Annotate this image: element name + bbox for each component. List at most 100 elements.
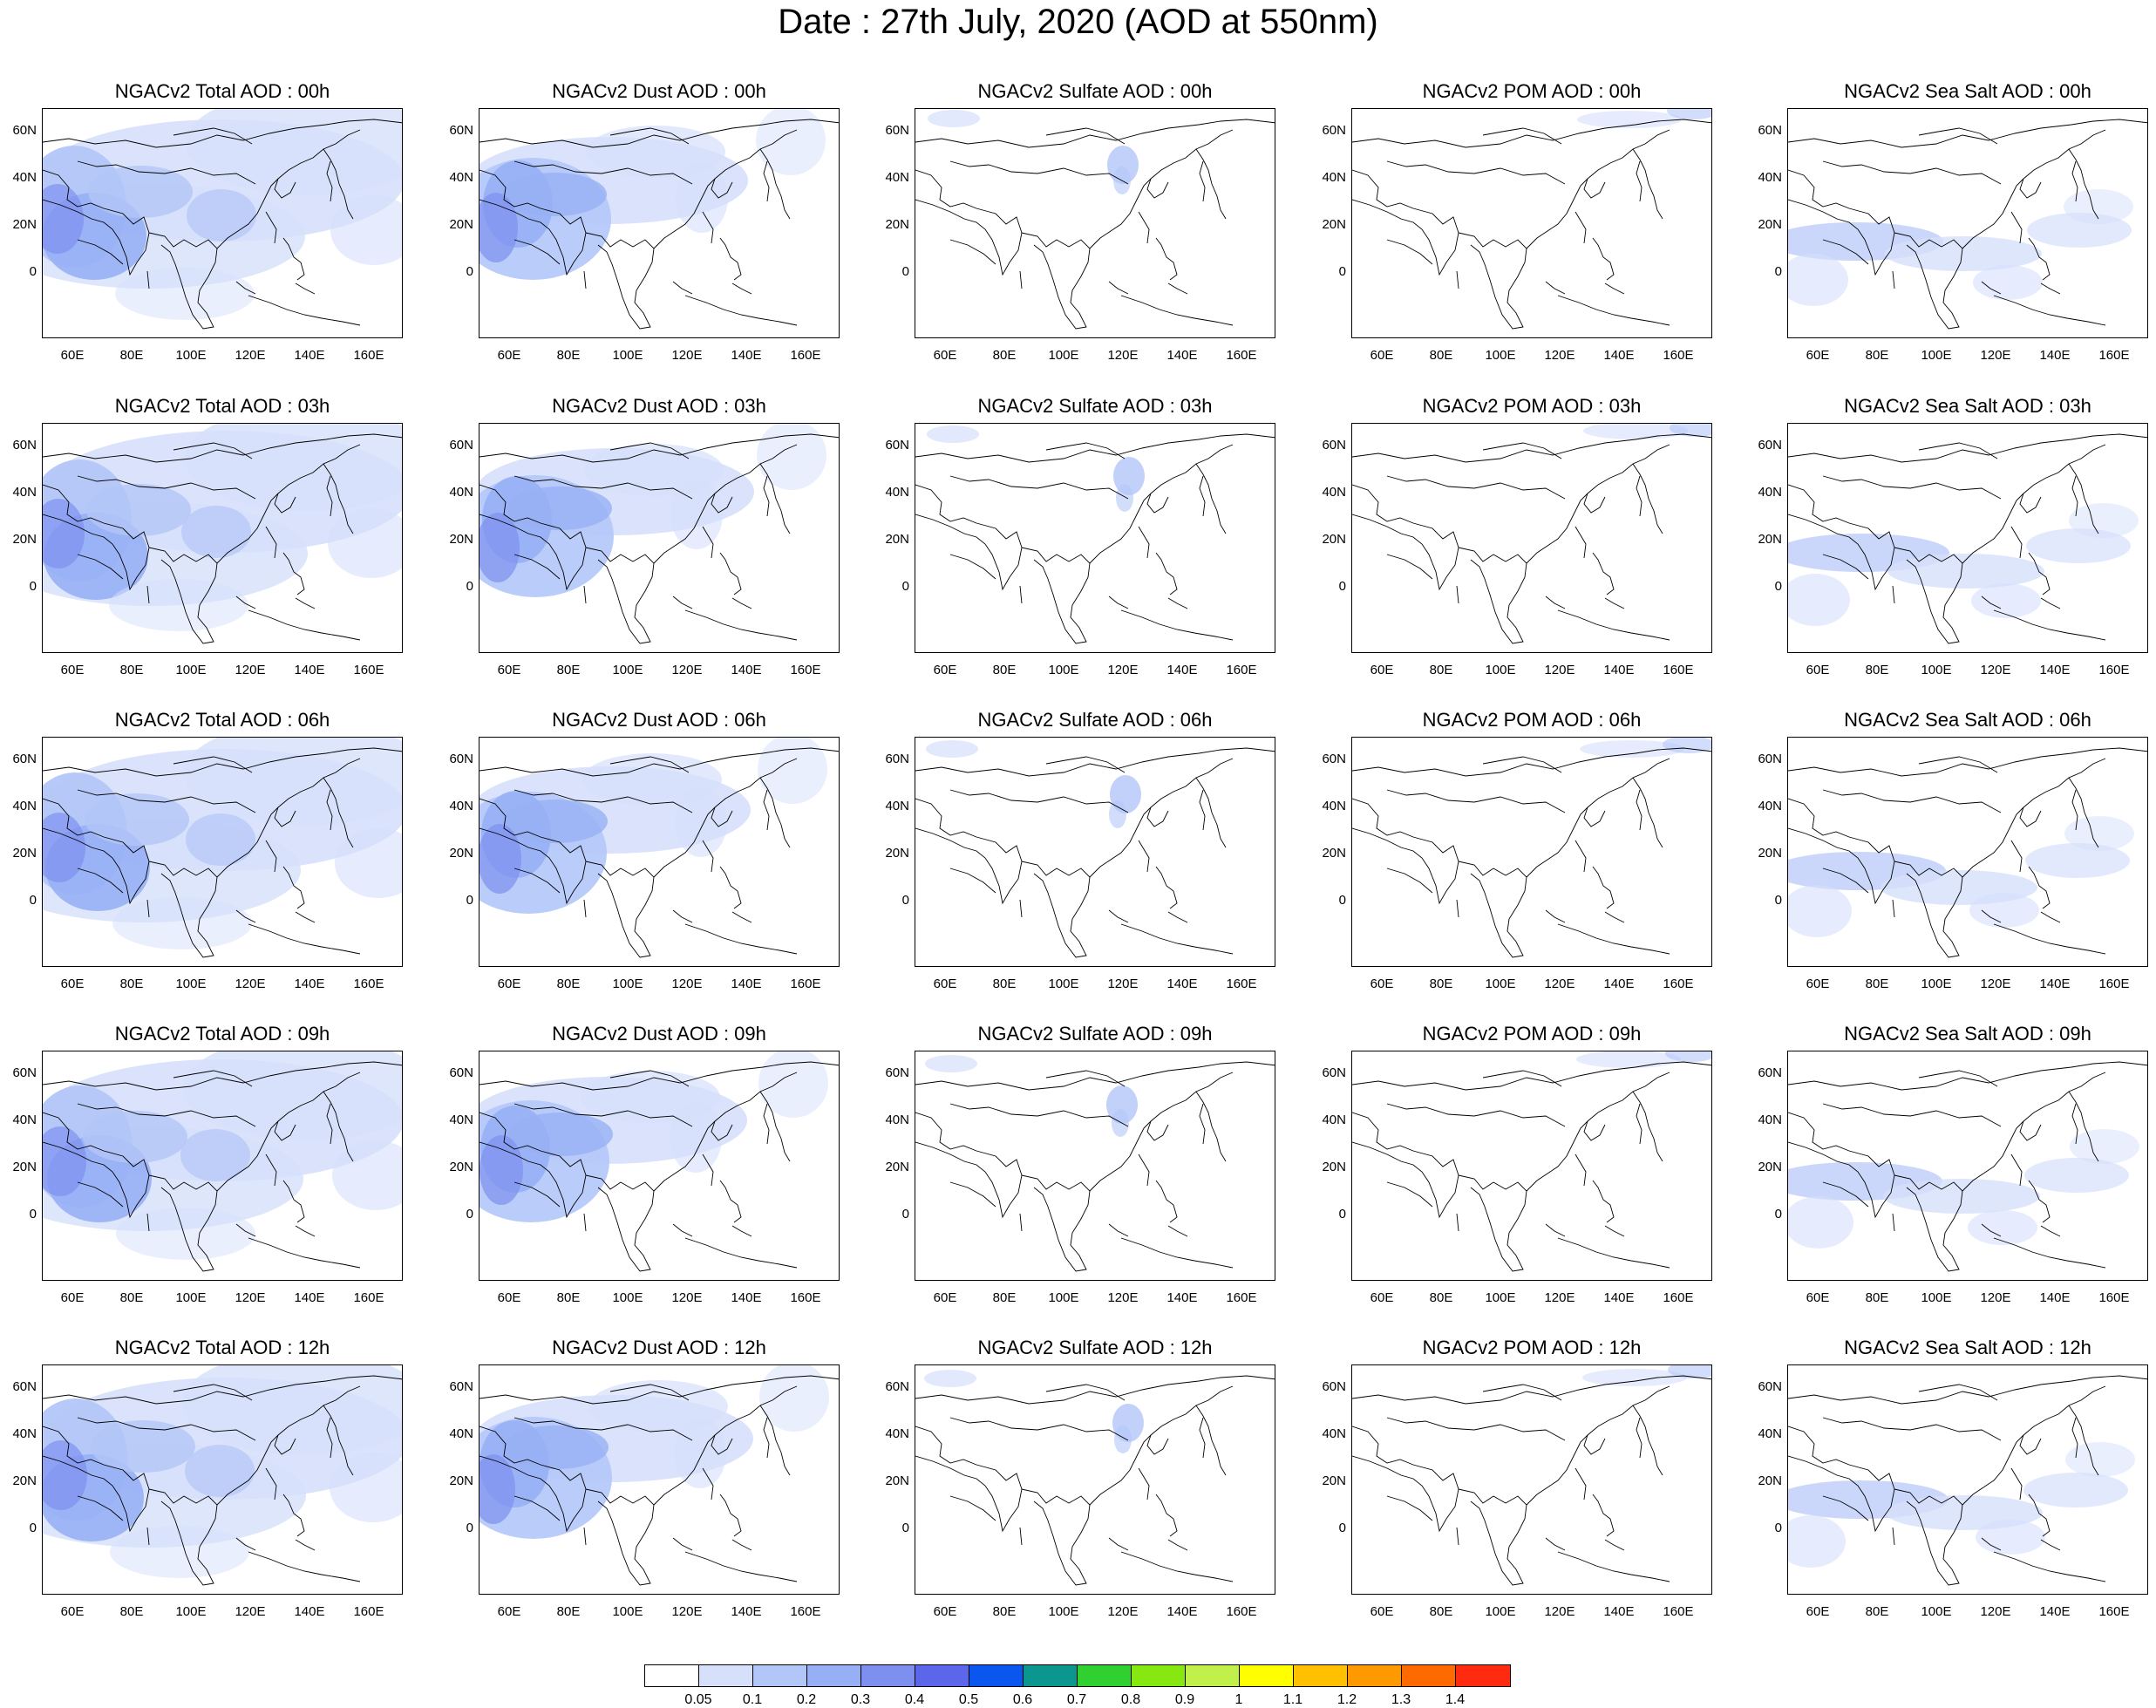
coastline bbox=[711, 1120, 733, 1141]
coastline bbox=[1019, 1213, 1023, 1232]
coastline bbox=[1155, 1494, 1178, 1537]
coastline bbox=[282, 1494, 305, 1537]
aod-shading bbox=[1969, 893, 2039, 928]
aod-shading bbox=[758, 1051, 828, 1118]
coastline bbox=[763, 1103, 770, 1145]
coastline bbox=[1045, 442, 1126, 459]
coastline bbox=[1108, 1537, 1129, 1551]
coastline bbox=[513, 1495, 561, 1521]
map-canvas bbox=[479, 738, 839, 958]
lon-tick-label: 160E bbox=[353, 348, 384, 363]
coastline bbox=[1636, 1103, 1643, 1145]
lon-tick-label: 120E bbox=[1544, 1290, 1575, 1305]
colorbar-swatch bbox=[1240, 1665, 1294, 1686]
coastline bbox=[949, 1495, 996, 1521]
aod-shading bbox=[88, 166, 193, 218]
coastline bbox=[295, 597, 316, 609]
colorbar-swatch bbox=[1024, 1665, 1078, 1686]
coastline bbox=[1526, 1072, 1670, 1192]
lat-tick-label: 40N bbox=[449, 485, 473, 500]
lon-tick-label: 120E bbox=[1544, 1604, 1575, 1619]
coastline bbox=[295, 1539, 316, 1551]
panel-title: NGACv2 Sea Salt AOD : 09h bbox=[1844, 1023, 2091, 1045]
lon-tick-label: 140E bbox=[731, 348, 762, 363]
lon-tick-label: 140E bbox=[2039, 348, 2071, 363]
coastline bbox=[759, 1091, 791, 1162]
lon-tick-label: 120E bbox=[235, 1604, 266, 1619]
lon-tick-label: 100E bbox=[1048, 1290, 1079, 1305]
lon-tick-label: 100E bbox=[175, 976, 207, 991]
lon-tick-label: 100E bbox=[1048, 348, 1079, 363]
coastline bbox=[1592, 552, 1615, 595]
coastline bbox=[1089, 1072, 1234, 1192]
lat-tick-label: 0 bbox=[466, 1207, 473, 1221]
panel-title: NGACv2 POM AOD : 12h bbox=[1422, 1337, 1642, 1358]
colorbar-swatch bbox=[1348, 1665, 1402, 1686]
lat-tick-label: 0 bbox=[901, 1207, 909, 1221]
coastline bbox=[1822, 789, 2002, 813]
lat-tick-label: 40N bbox=[1758, 799, 1782, 813]
coastline bbox=[1574, 526, 1587, 559]
colorbar-label: 0.4 bbox=[904, 1692, 925, 1707]
aod-map-panel bbox=[42, 1051, 403, 1281]
coastline bbox=[235, 1223, 256, 1237]
lon-tick-label: 160E bbox=[353, 1604, 384, 1619]
coastline bbox=[702, 1153, 714, 1187]
aod-map-panel bbox=[479, 737, 840, 967]
lat-tick-label: 20N bbox=[1758, 1473, 1782, 1488]
colorbar-swatch bbox=[699, 1665, 753, 1686]
coastline bbox=[1788, 1112, 1895, 1219]
coastline bbox=[1120, 923, 1234, 955]
coastline bbox=[1557, 923, 1670, 955]
coastline bbox=[684, 609, 798, 641]
coastline bbox=[583, 899, 587, 918]
lon-tick-label: 120E bbox=[1544, 976, 1575, 991]
lat-tick-label: 0 bbox=[29, 1521, 37, 1535]
coastline bbox=[1592, 1180, 1615, 1223]
coastline bbox=[1352, 1112, 1459, 1219]
coastline bbox=[672, 595, 693, 609]
coastline bbox=[1822, 1417, 2002, 1441]
map-canvas bbox=[1352, 1051, 1711, 1272]
colorbar-label: 0.5 bbox=[958, 1692, 979, 1707]
coastline bbox=[759, 148, 791, 220]
lon-tick-label: 160E bbox=[1663, 663, 1694, 677]
lat-tick-label: 40N bbox=[1758, 485, 1782, 500]
lat-tick-label: 20N bbox=[449, 1473, 473, 1488]
panel-title: NGACv2 Sea Salt AOD : 12h bbox=[1844, 1337, 2091, 1358]
coastline bbox=[1138, 1467, 1150, 1500]
coastline bbox=[1788, 798, 1895, 905]
aod-map-panel bbox=[1351, 1051, 1712, 1281]
coastline bbox=[323, 1405, 354, 1476]
lat-tick-label: 40N bbox=[12, 799, 37, 813]
aod-shading bbox=[928, 110, 980, 127]
coastline bbox=[1545, 909, 1566, 923]
coastline bbox=[1526, 129, 1670, 249]
lat-tick-label: 0 bbox=[466, 1521, 473, 1535]
lon-tick-label: 60E bbox=[933, 1290, 957, 1305]
coastline bbox=[609, 127, 690, 145]
coastline bbox=[1146, 1434, 1169, 1455]
coastline bbox=[77, 1495, 124, 1521]
coastline bbox=[265, 1153, 277, 1187]
aod-shading bbox=[479, 824, 521, 894]
lon-tick-label: 120E bbox=[1980, 348, 2011, 363]
aod-shading bbox=[1968, 1210, 2037, 1245]
colorbar-swatch bbox=[861, 1665, 915, 1686]
coastline bbox=[1458, 547, 1527, 644]
coastline bbox=[77, 554, 124, 580]
lat-tick-label: 20N bbox=[1758, 846, 1782, 861]
aod-map-panel bbox=[915, 1364, 1275, 1595]
map-canvas bbox=[43, 109, 402, 330]
coastline bbox=[2068, 1091, 2099, 1162]
aod-map-panel bbox=[915, 108, 1275, 338]
aod-shading bbox=[328, 508, 402, 578]
aod-shading bbox=[110, 1526, 249, 1578]
lon-tick-label: 160E bbox=[2098, 976, 2130, 991]
lon-tick-label: 80E bbox=[1865, 348, 1889, 363]
coastline bbox=[2028, 1180, 2051, 1223]
lon-tick-label: 80E bbox=[992, 348, 1017, 363]
coastline bbox=[248, 609, 361, 641]
map-canvas bbox=[43, 1051, 402, 1272]
aod-map-panel bbox=[1787, 737, 2148, 967]
